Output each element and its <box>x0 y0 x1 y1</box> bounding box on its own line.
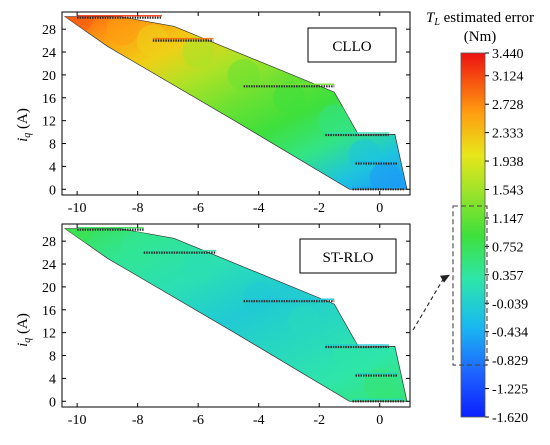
x-ticks-st-rlo: -10 -8 -6 -4 -2 0 <box>68 224 383 428</box>
y-tick-label: 16 <box>42 92 56 107</box>
x-tick-label: -4 <box>253 413 265 428</box>
y-tick-label: 24 <box>42 258 56 273</box>
highlight-arrow <box>412 277 445 331</box>
colorbar-tick-label: -0.829 <box>492 354 528 369</box>
y-tick-label: 28 <box>42 23 56 38</box>
panel-cllo: -10 -8 -6 -4 -2 0 0 4 8 12 16 20 24 28 iq (A) CLLO <box>15 11 411 216</box>
y-tick-label: 4 <box>49 160 56 175</box>
y-tick-label: 0 <box>49 395 56 410</box>
x-tick-label: -6 <box>192 413 204 428</box>
x-tick-label: -8 <box>132 201 144 216</box>
legend-box-st-rlo <box>299 238 397 274</box>
x-tick-label: 0 <box>376 413 383 428</box>
colorbar-tick-label: 1.543 <box>492 183 524 198</box>
y-tick-label: 0 <box>49 183 56 198</box>
x-tick-label: -8 <box>132 413 144 428</box>
x-tick-label: -6 <box>192 201 204 216</box>
surface-sample-cllo <box>106 16 139 46</box>
x-tick-label: -2 <box>313 413 325 428</box>
plot-frame-cllo <box>61 11 411 196</box>
y-ticks-cllo: 0 4 8 12 16 20 24 28 <box>42 23 410 198</box>
surface-sample-st-rlo <box>288 305 321 338</box>
surface-sample-cllo <box>369 161 402 190</box>
surface-sample-st-rlo <box>121 230 154 263</box>
y-tick-label: 12 <box>42 115 56 130</box>
surface-sample-st-rlo <box>242 282 275 315</box>
colorbar-tick-label: 0.752 <box>492 240 524 255</box>
plot-frame-st-rlo <box>61 223 411 408</box>
y-tick-label: 20 <box>42 69 56 84</box>
legend-box-cllo <box>307 27 397 63</box>
surface-cllo <box>63 14 408 191</box>
y-tick-label: 8 <box>49 138 56 153</box>
x-tick-label: -10 <box>68 201 87 216</box>
x-tick-label: 0 <box>376 201 383 216</box>
colorbar-tick-label: 2.333 <box>492 127 524 142</box>
colorbar-tick-label: 3.124 <box>492 70 524 85</box>
legend-label-st-rlo: ST-RLO <box>322 250 373 266</box>
y-axis-label-cllo: iq (A) <box>15 108 33 142</box>
colorbar-tick-label: 2.728 <box>492 98 524 113</box>
colorbar-tick-label: -1.620 <box>492 411 528 426</box>
colorbar-title: TL estimated error <box>426 10 534 28</box>
colorbar-tick-label: -0.434 <box>492 326 528 341</box>
surface-st-rlo <box>63 226 408 403</box>
colorbar-tick-label: 1.938 <box>492 155 524 170</box>
colorbar: TL estimated error (Nm) 3.440 3.124 2.728 2… <box>412 10 534 426</box>
panel-st-rlo: -10 -8 -6 -4 -2 0 0 4 8 12 16 20 24 28 iq (A) ST-RLO <box>15 223 411 428</box>
colorbar-gradient-bar <box>460 52 486 418</box>
highlight-arrowhead <box>440 274 450 283</box>
colorbar-tick-label: -0.039 <box>492 297 528 312</box>
colorbar-tick-label: 1.147 <box>492 212 524 227</box>
surface-sample-cllo <box>318 104 351 137</box>
x-ticks-cllo: -10 -8 -6 -4 -2 0 <box>68 12 383 216</box>
surface-sample-st-rlo <box>182 253 215 286</box>
y-tick-label: 20 <box>42 281 56 296</box>
y-tick-label: 8 <box>49 350 56 365</box>
colorbar-tick-label: 3.440 <box>492 47 524 62</box>
colorbar-unit: (Nm) <box>464 29 497 45</box>
surface-sample-cllo <box>273 81 305 114</box>
y-axis-label-st-rlo: iq (A) <box>15 313 33 347</box>
colorbar-tick-label: -1.225 <box>492 383 528 398</box>
colorbar-highlight-box <box>452 205 488 366</box>
y-ticks-st-rlo: 0 4 8 12 16 20 24 28 <box>42 235 410 410</box>
surface-sample-cllo <box>182 36 215 68</box>
y-tick-label: 16 <box>42 304 56 319</box>
y-tick-label: 4 <box>49 372 56 387</box>
x-tick-label: -10 <box>68 413 87 428</box>
x-tick-label: -2 <box>313 201 325 216</box>
y-tick-label: 28 <box>42 235 56 250</box>
x-tick-label: -4 <box>253 201 265 216</box>
surface-sample-cllo <box>227 58 260 91</box>
y-tick-label: 24 <box>42 46 56 61</box>
y-tick-label: 12 <box>42 327 56 342</box>
colorbar-ticks: 3.440 3.124 2.728 2.333 1.938 1.543 1.147 0.752… <box>485 47 528 426</box>
legend-label-cllo: CLLO <box>332 39 371 55</box>
colorbar-tick-label: 0.357 <box>492 269 524 284</box>
